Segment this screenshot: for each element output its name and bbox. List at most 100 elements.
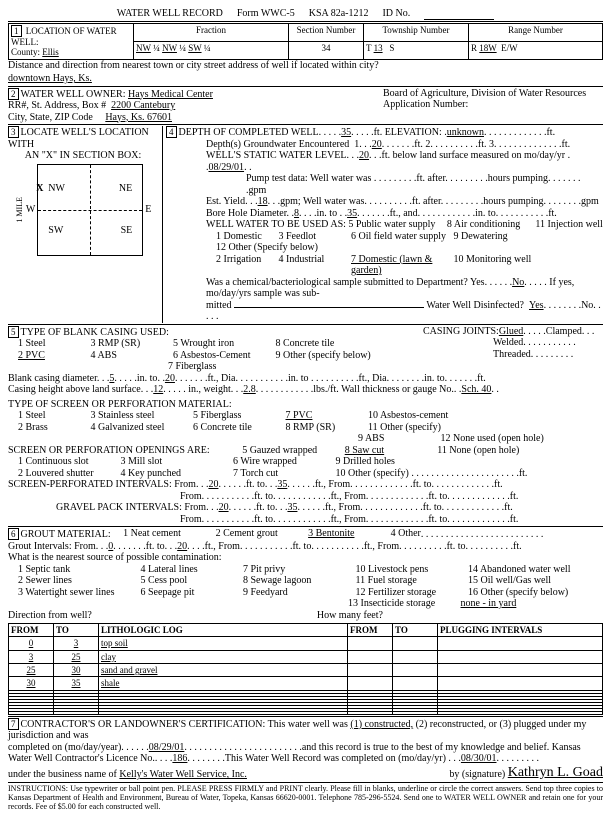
u12: 12 Other (Specify below) [216, 242, 318, 254]
log-lith[interactable]: top soil [99, 637, 348, 650]
board: Board of Agriculture, Division of Water … [383, 88, 603, 100]
o8[interactable]: 8 Saw cut [345, 445, 435, 457]
log-to[interactable]: 30 [54, 664, 99, 677]
disinfect-yes[interactable]: Yes [529, 300, 544, 311]
log-lith[interactable]: clay [99, 650, 348, 663]
plug-to[interactable] [393, 637, 438, 650]
section-5: 5TYPE OF BLANK CASING USED: 1 Steel 3 RM… [8, 324, 603, 526]
u8: 8 Air conditioning [447, 219, 533, 231]
plug-to[interactable] [393, 650, 438, 663]
plug-from[interactable] [348, 637, 393, 650]
gi-t[interactable]: 20 [177, 541, 187, 552]
plug-from[interactable] [348, 711, 393, 714]
range-cell: R 18W E/W [469, 41, 603, 59]
gw1[interactable]: 20 [372, 139, 382, 150]
open-label: SCREEN OR PERFORATION OPENINGS ARE: [8, 445, 210, 456]
n-answer[interactable]: none - in yard [461, 598, 517, 610]
ch-sch[interactable]: Sch. 40 [461, 384, 491, 395]
glued[interactable]: Glued [499, 326, 523, 337]
log-lith[interactable]: shale [99, 677, 348, 690]
f1[interactable]: NW [136, 43, 151, 53]
distance[interactable]: downtown Hays, Ks. [8, 73, 603, 85]
log-from[interactable]: 0 [9, 637, 54, 650]
plug-desc[interactable] [438, 664, 603, 677]
o4: 4 Key punched [121, 468, 231, 480]
u11: 11 Injection well [535, 219, 602, 231]
ch[interactable]: 12 [153, 384, 163, 395]
dir-label: Direction from well? [8, 610, 92, 622]
range[interactable]: 18W [479, 43, 496, 53]
f3[interactable]: SW [188, 43, 201, 53]
bcd[interactable]: 5 [109, 373, 114, 384]
depth[interactable]: 35 [341, 127, 351, 138]
gp-f1[interactable]: 20 [219, 502, 229, 513]
f2[interactable]: NW [162, 43, 177, 53]
c2[interactable]: 2 PVC [18, 350, 88, 362]
owner-city[interactable]: Hays, Ks. 67601 [105, 112, 172, 123]
owner-name[interactable]: Hays Medical Center [128, 89, 213, 100]
bcd-to[interactable]: 20 [165, 373, 175, 384]
county[interactable]: Ellis [42, 47, 59, 57]
g3[interactable]: 3 Bentonite [308, 528, 388, 540]
plug-desc[interactable] [438, 677, 603, 690]
disinfect: Water Well Disinfected? [426, 300, 524, 311]
log-from[interactable]: 25 [9, 664, 54, 677]
gp-t1[interactable]: 35 [287, 502, 297, 513]
gi-f[interactable]: 0 [108, 541, 113, 552]
n15: 15 Oil well/Gas well [468, 575, 551, 587]
township[interactable]: 13 [374, 43, 383, 53]
fraction-label: Fraction [134, 23, 289, 41]
signature[interactable]: Kathryn L. Goad [508, 765, 603, 781]
c7: 7 Fiberglass [168, 361, 216, 373]
log-from[interactable]: 3 [9, 650, 54, 663]
n6: 6 Seepage pit [141, 587, 241, 599]
p3: 3 Stainless steel [91, 410, 191, 422]
static[interactable]: 20 [359, 150, 369, 161]
compl[interactable]: 08/29/01 [149, 742, 185, 753]
gw-label: Depth(s) Groundwater Encountered [206, 139, 349, 150]
plug-to[interactable] [393, 677, 438, 690]
log-lith[interactable] [99, 711, 348, 714]
log-to[interactable]: 25 [54, 650, 99, 663]
plug-from[interactable] [348, 677, 393, 690]
bus[interactable]: Kelly's Water Well Service, Inc. [119, 769, 247, 781]
p7[interactable]: 7 PVC [286, 410, 366, 422]
log-lith[interactable]: sand and gravel [99, 664, 348, 677]
depth-label: DEPTH OF COMPLETED WELL [179, 127, 319, 138]
estyield[interactable]: 18 [258, 196, 268, 207]
sec3-sub: AN "X" IN SECTION BOX: [8, 150, 158, 162]
u7[interactable]: 7 Domestic (lawn & garden) [351, 254, 451, 277]
bore2[interactable]: 35 [347, 208, 357, 219]
static-date[interactable]: 08/29/01 [209, 162, 245, 173]
plug-to[interactable] [393, 664, 438, 677]
section-box[interactable]: NW NE SW SE X [37, 164, 143, 256]
idno-value[interactable] [424, 19, 494, 20]
log-from[interactable]: 30 [9, 677, 54, 690]
log-to[interactable] [54, 711, 99, 714]
plug-from[interactable] [348, 664, 393, 677]
location-grid: 1 LOCATION OF WATER WELL: County: Ellis … [8, 23, 603, 60]
plug-from[interactable] [348, 650, 393, 663]
ch-w[interactable]: 2.8 [243, 384, 256, 395]
si-f1[interactable]: 20 [208, 479, 218, 490]
plug-to[interactable] [393, 711, 438, 714]
si-t1[interactable]: 35 [277, 479, 287, 490]
bore1[interactable]: 8 [294, 208, 299, 219]
p4: 4 Galvanized steel [91, 422, 191, 434]
n12: 12 Fertilizer storage [356, 587, 466, 599]
section[interactable]: 34 [289, 41, 364, 59]
box-2: 2 [8, 88, 19, 100]
p1: 1 Steel [18, 410, 88, 422]
plug-desc[interactable] [438, 711, 603, 714]
plug-desc[interactable] [438, 637, 603, 650]
log-to[interactable]: 3 [54, 637, 99, 650]
log-to[interactable]: 35 [54, 677, 99, 690]
u5: 5 Public water supply [348, 219, 444, 231]
u4: 4 Industrial [279, 254, 349, 266]
owner-addr[interactable]: 2200 Cantebury [111, 100, 175, 111]
plug-desc[interactable] [438, 650, 603, 663]
log-from[interactable] [9, 711, 54, 714]
opt1[interactable]: (1) constructed, [350, 719, 413, 730]
elev[interactable]: unknown [447, 127, 484, 138]
chem-no[interactable]: No [512, 277, 524, 288]
